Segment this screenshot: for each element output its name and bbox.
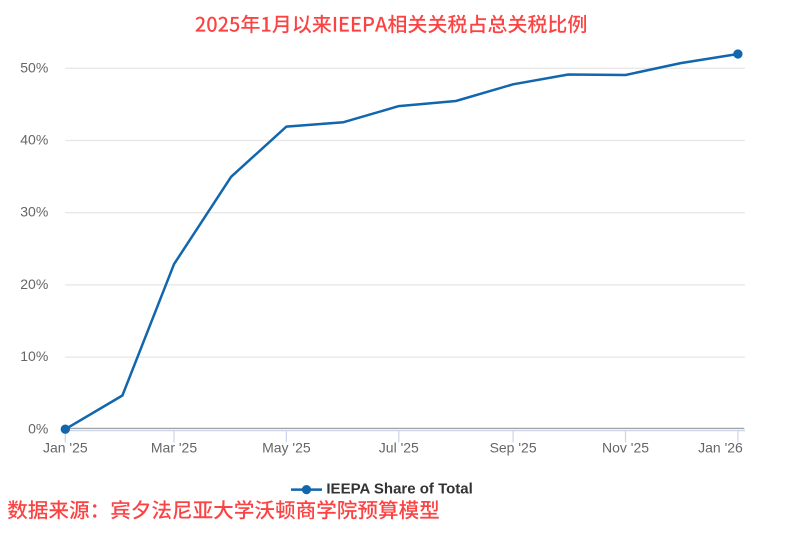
svg-text:IEEPA Share of Total: IEEPA Share of Total <box>326 481 472 498</box>
svg-text:Jan '25: Jan '25 <box>43 440 88 456</box>
svg-text:Jul '25: Jul '25 <box>379 440 419 456</box>
svg-text:May '25: May '25 <box>262 440 311 456</box>
svg-text:10%: 10% <box>20 348 48 364</box>
svg-text:0%: 0% <box>28 420 48 436</box>
svg-text:30%: 30% <box>20 204 48 220</box>
svg-text:Mar '25: Mar '25 <box>151 440 197 456</box>
svg-text:50%: 50% <box>20 59 48 75</box>
svg-text:Jan '26: Jan '26 <box>698 440 743 456</box>
svg-text:40%: 40% <box>20 132 48 148</box>
svg-text:Sep '25: Sep '25 <box>490 440 537 456</box>
svg-text:20%: 20% <box>20 276 48 292</box>
svg-text:Nov '25: Nov '25 <box>602 440 649 456</box>
